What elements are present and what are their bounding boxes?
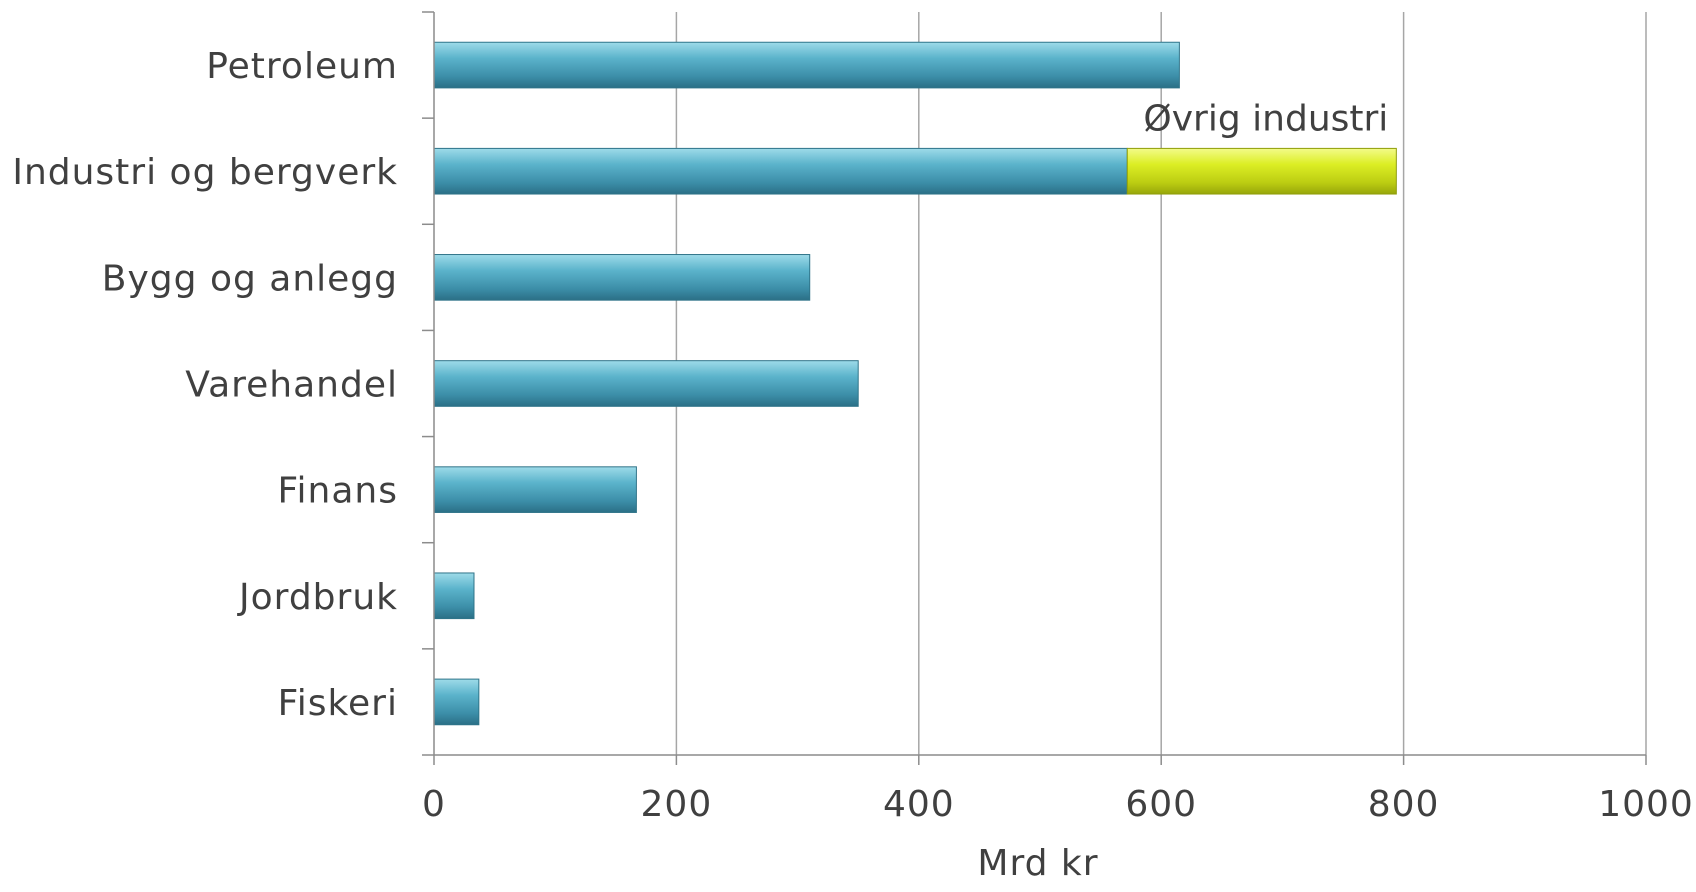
category-label-5: Jordbruk [237,577,398,618]
category-label-6: Fiskeri [278,683,398,724]
bar-petroleum-series-0 [433,41,1180,89]
bar-fiskeri-series-0 [433,678,480,726]
x-tick-label-0: 0 [422,784,446,825]
bar-varehandel-series-0 [433,360,859,407]
bar-industri-og-bergverk-series-1 [1126,147,1397,195]
labels: 0 200 400 600 800 1000 Petroleum Industri og be… [12,46,1694,884]
x-tick-label-1: 200 [641,784,713,825]
series-annotation-1: Øvrig industri [1143,98,1388,139]
x-axis-title: Mrd kr [977,843,1098,884]
x-tick-label-3: 600 [1125,784,1197,825]
category-label-3: Varehandel [185,365,398,406]
bar-industri-og-bergverk-series-0 [433,147,1128,195]
bar-finans-series-0 [433,466,637,513]
category-label-0: Petroleum [206,46,398,87]
category-label-2: Bygg og anlegg [102,258,398,299]
category-label-4: Finans [277,471,398,512]
grid-lines [675,12,1647,755]
x-tick-label-2: 400 [883,784,955,825]
axes [422,11,1647,765]
bar-jordbruk-series-0 [433,572,475,620]
x-tick-label-4: 800 [1368,784,1440,825]
category-label-1: Industri og bergverk [12,152,398,193]
x-tick-label-5: 1000 [1598,784,1694,825]
bars [433,41,1397,726]
bar-bygg-og-anlegg-series-0 [433,254,811,301]
